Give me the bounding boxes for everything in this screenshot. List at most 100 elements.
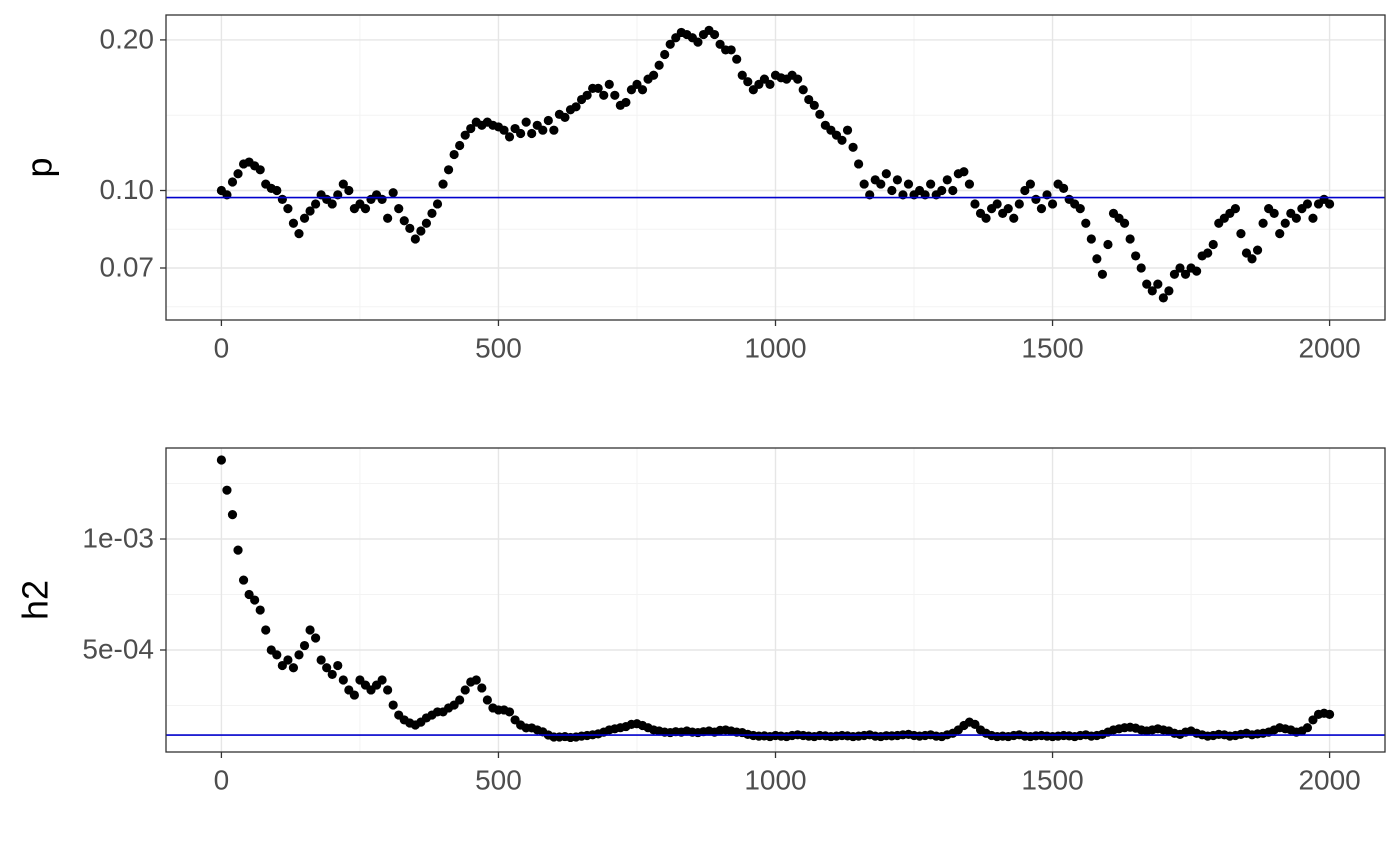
point	[294, 229, 304, 239]
point	[1302, 723, 1313, 733]
point	[272, 185, 282, 196]
point	[261, 625, 271, 635]
point	[288, 663, 299, 673]
y-axis-title: p	[19, 157, 60, 177]
point	[466, 123, 476, 134]
point	[338, 675, 348, 685]
point	[610, 90, 620, 100]
point	[892, 175, 903, 185]
point	[937, 185, 947, 196]
point	[804, 94, 814, 105]
point	[599, 90, 609, 100]
point	[964, 179, 975, 189]
point	[327, 199, 337, 209]
point	[277, 194, 287, 204]
point	[227, 509, 238, 520]
point	[327, 669, 337, 680]
point	[238, 575, 249, 585]
point	[604, 79, 614, 89]
point	[349, 690, 359, 700]
point	[709, 29, 720, 40]
point	[1308, 213, 1318, 223]
point	[992, 199, 1002, 209]
point	[521, 117, 531, 127]
x-tick-label: 1500	[1021, 332, 1083, 363]
point	[305, 625, 315, 635]
point	[1269, 208, 1279, 218]
point	[504, 132, 515, 142]
point	[311, 633, 321, 643]
point	[527, 128, 537, 139]
point	[538, 125, 548, 135]
point	[1153, 279, 1163, 289]
point	[660, 49, 670, 60]
point	[1169, 269, 1180, 279]
point	[394, 204, 404, 214]
point	[216, 455, 227, 465]
point	[1302, 199, 1313, 209]
point	[410, 234, 420, 244]
point	[1081, 218, 1091, 228]
point	[255, 605, 265, 615]
point	[876, 179, 886, 189]
point	[903, 179, 914, 189]
point	[333, 660, 343, 671]
point	[1164, 286, 1174, 296]
point	[421, 218, 432, 228]
point	[1092, 254, 1102, 264]
point	[942, 175, 952, 185]
point	[726, 45, 736, 55]
point	[654, 60, 664, 70]
point	[571, 102, 581, 112]
point	[549, 125, 559, 135]
point	[1180, 269, 1191, 279]
y-tick-label: 0.10	[100, 174, 155, 205]
x-tick-label: 1000	[744, 764, 806, 795]
point	[1020, 185, 1030, 196]
y-tick-label: 5e-04	[82, 633, 154, 664]
point	[316, 655, 326, 665]
point	[1280, 218, 1290, 228]
point	[482, 695, 492, 705]
point	[798, 85, 808, 95]
point	[377, 675, 387, 685]
point	[881, 169, 891, 179]
point	[250, 595, 260, 605]
point	[1236, 229, 1246, 239]
y-tick-label: 1e-03	[82, 522, 154, 553]
point	[455, 695, 465, 705]
point	[427, 208, 437, 218]
point	[582, 90, 592, 100]
point	[460, 685, 470, 695]
point	[377, 194, 387, 204]
point	[1103, 239, 1113, 250]
point	[471, 675, 481, 685]
point	[233, 545, 243, 555]
x-tick-label: 1000	[744, 332, 806, 363]
point	[815, 109, 825, 119]
point	[294, 650, 304, 660]
point	[383, 213, 393, 223]
point	[743, 77, 753, 87]
point	[809, 100, 819, 110]
point	[970, 199, 980, 209]
point	[1036, 204, 1047, 214]
point	[1125, 234, 1135, 244]
point	[255, 165, 265, 175]
point	[1086, 234, 1096, 244]
point	[504, 707, 515, 717]
point	[388, 700, 398, 710]
point	[1192, 266, 1202, 276]
point	[837, 135, 847, 145]
x-tick-label: 0	[214, 332, 230, 363]
point	[233, 169, 243, 179]
point	[887, 185, 897, 196]
point	[283, 204, 293, 214]
point	[1324, 199, 1335, 209]
y-axis-title: h2	[15, 580, 56, 620]
point	[1208, 239, 1218, 250]
x-tick-label: 2000	[1298, 332, 1360, 363]
point	[1075, 204, 1085, 214]
point	[859, 179, 869, 189]
